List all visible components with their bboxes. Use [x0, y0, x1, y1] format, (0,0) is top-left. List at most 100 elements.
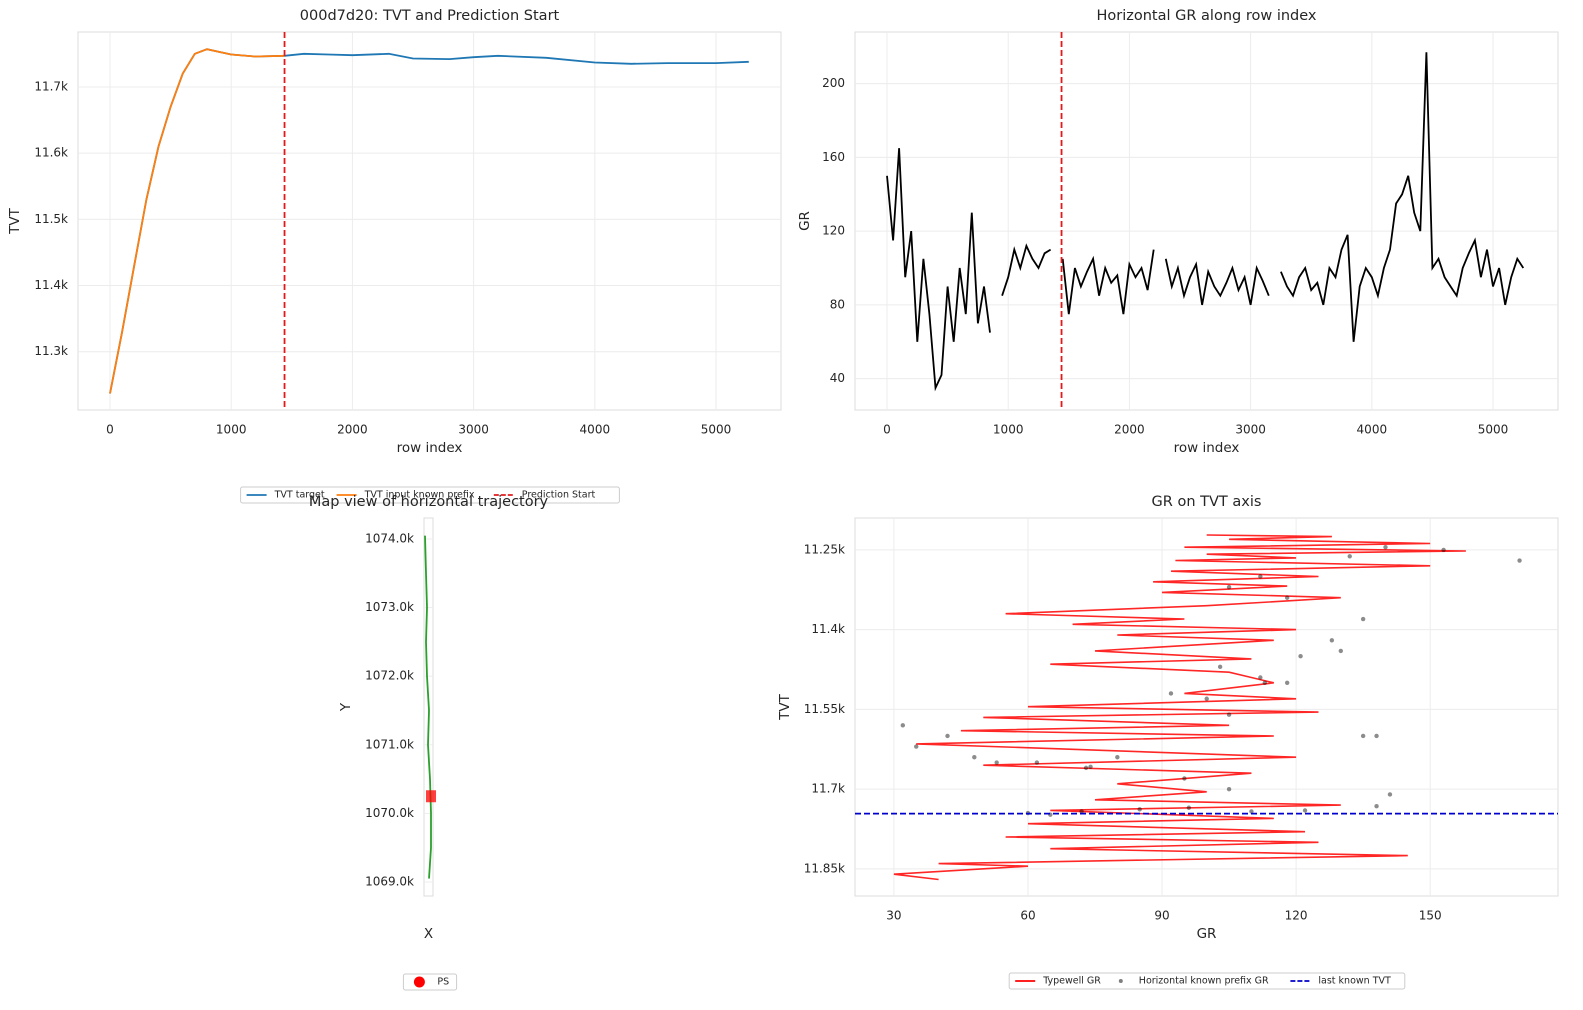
data-point — [1034, 760, 1040, 765]
data-point — [1347, 554, 1352, 559]
data-point — [1226, 786, 1232, 792]
data-point — [1204, 696, 1209, 701]
data-point — [1298, 654, 1303, 659]
data-point — [1217, 664, 1223, 670]
data-line — [886, 52, 1525, 392]
data-point — [1360, 733, 1366, 739]
y-axis-label: TVT — [777, 693, 793, 720]
legend-label: Typewell GR — [1042, 976, 1101, 987]
data-point — [1329, 638, 1335, 643]
y-tick-label: 11.55k — [804, 702, 845, 716]
data-point — [1284, 595, 1290, 600]
y-tick-label: 11.7k — [34, 79, 68, 93]
y-axis-label: TVT — [7, 207, 23, 234]
data-line — [424, 535, 432, 879]
y-tick-label: 1071.0k — [365, 737, 414, 751]
x-axis-label: row index — [1174, 440, 1240, 456]
data-point — [1374, 803, 1379, 809]
x-tick-label: 60 — [1020, 909, 1035, 923]
x-tick-label: 4000 — [1357, 423, 1388, 437]
x-axis-label: GR — [1197, 926, 1217, 942]
y-tick-label: 120 — [822, 224, 845, 238]
legend-label: TVT target — [274, 490, 325, 501]
data-point — [1182, 776, 1187, 781]
data-point — [1374, 733, 1379, 739]
legend-label: TVT input known prefix — [364, 490, 475, 501]
data-point — [1249, 809, 1254, 814]
data-point — [1186, 805, 1192, 810]
data-point — [1083, 765, 1089, 771]
y-tick-label: 11.3k — [34, 344, 68, 358]
data-point — [1168, 691, 1174, 696]
data-point — [1088, 764, 1093, 770]
data-point — [1302, 808, 1308, 813]
x-tick-label: 150 — [1419, 909, 1442, 923]
data-point — [1262, 680, 1268, 686]
x-tick-label: 90 — [1154, 909, 1169, 923]
data-point — [1079, 809, 1084, 814]
x-tick-label: 3000 — [458, 423, 489, 437]
y-tick-label: 11.4k — [34, 278, 68, 292]
x-tick-label: 5000 — [1478, 423, 1509, 437]
y-tick-label: 200 — [822, 76, 845, 90]
x-tick-label: 1000 — [216, 423, 247, 437]
y-tick-label: 11.6k — [34, 146, 68, 160]
data-point — [1360, 616, 1366, 622]
x-tick-label: 120 — [1285, 909, 1308, 923]
x-tick-label: 1000 — [993, 423, 1024, 437]
data-point — [1441, 547, 1446, 553]
y-tick-label: 11.5k — [34, 212, 68, 226]
y-tick-label: 11.7k — [811, 782, 845, 796]
y-tick-label: 1074.0k — [365, 531, 414, 545]
plot-frame — [854, 517, 1559, 897]
y-tick-label: 80 — [830, 297, 845, 311]
legend-box — [240, 486, 620, 504]
y-tick-label: 160 — [822, 150, 845, 164]
y-tick-label: 40 — [830, 371, 845, 385]
data-point — [1115, 755, 1120, 760]
legend-label: Horizontal known prefix GR — [1139, 976, 1269, 987]
data-point — [1258, 574, 1263, 579]
x-axis-label: row index — [397, 440, 463, 456]
x-tick-label: 0 — [883, 423, 891, 437]
data-point — [1383, 545, 1388, 550]
chart-title: Map view of horizontal trajectory — [309, 494, 549, 510]
data-marker — [426, 790, 436, 803]
y-tick-label: 11.4k — [811, 622, 845, 636]
legend-label: Prediction Start — [522, 490, 596, 501]
legend-swatch — [1118, 979, 1123, 983]
chart-title: GR on TVT axis — [1152, 494, 1262, 510]
data-point — [1226, 712, 1232, 717]
data-point — [900, 723, 906, 728]
chart-title: 000d7d20: TVT and Prediction Start — [300, 8, 560, 24]
x-tick-label: 2000 — [337, 423, 368, 437]
plot-frame — [854, 31, 1559, 411]
y-tick-label: 1069.0k — [365, 875, 414, 889]
y-tick-label: 1072.0k — [365, 669, 414, 683]
y-axis-label: GR — [797, 211, 813, 231]
chart-title: Horizontal GR along row index — [1096, 8, 1316, 24]
data-point — [914, 744, 919, 749]
data-point — [1258, 675, 1263, 680]
data-point — [1517, 558, 1522, 563]
y-tick-label: 1073.0k — [365, 600, 414, 614]
data-point — [1284, 680, 1290, 686]
data-point — [1387, 792, 1393, 797]
legend-swatch — [413, 976, 425, 988]
y-tick-label: 1070.0k — [365, 806, 414, 820]
data-point — [1338, 648, 1343, 654]
data-point — [1137, 807, 1142, 812]
x-tick-label: 30 — [886, 909, 901, 923]
plot-frame — [77, 31, 782, 411]
legend-label: last known TVT — [1318, 976, 1391, 987]
y-tick-label: 11.85k — [804, 861, 845, 875]
x-tick-label: 0 — [106, 423, 114, 437]
x-tick-label: 4000 — [580, 423, 611, 437]
data-point — [994, 760, 999, 765]
data-point — [1226, 584, 1232, 590]
x-tick-label: 5000 — [701, 423, 732, 437]
data-point — [945, 733, 950, 739]
data-line — [109, 48, 285, 394]
